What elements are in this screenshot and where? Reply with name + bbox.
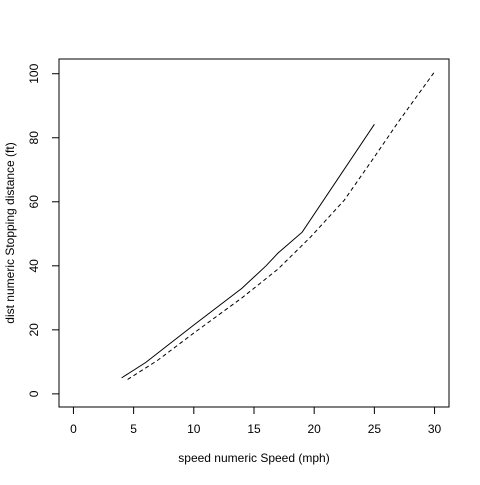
y-tick-label: 80: [27, 131, 41, 145]
y-tick-label: 100: [27, 63, 41, 83]
series-layer: [121, 71, 435, 380]
x-tick-label: 20: [308, 422, 322, 436]
x-axis: 0 5 10 15 20 25 30: [70, 406, 442, 436]
y-axis-label: dist numeric Stopping distance (ft): [3, 142, 17, 323]
y-tick-label: 40: [27, 259, 41, 273]
y-tick-label: 20: [27, 323, 41, 337]
x-tick-label: 15: [247, 422, 261, 436]
x-axis-label: speed numeric Speed (mph): [178, 451, 329, 465]
series-line-dashed: [127, 71, 435, 380]
y-tick-label: 0: [27, 390, 41, 397]
plot-box: [58, 58, 450, 408]
y-tick-label: 60: [27, 195, 41, 209]
x-tick-label: 25: [368, 422, 382, 436]
x-tick-label: 30: [428, 422, 442, 436]
x-tick-label: 10: [187, 422, 201, 436]
series-line-solid: [121, 124, 375, 379]
y-axis: 0 20 40 60 80 100: [27, 63, 60, 397]
x-tick-label: 5: [130, 422, 137, 436]
x-tick-label: 0: [70, 422, 77, 436]
